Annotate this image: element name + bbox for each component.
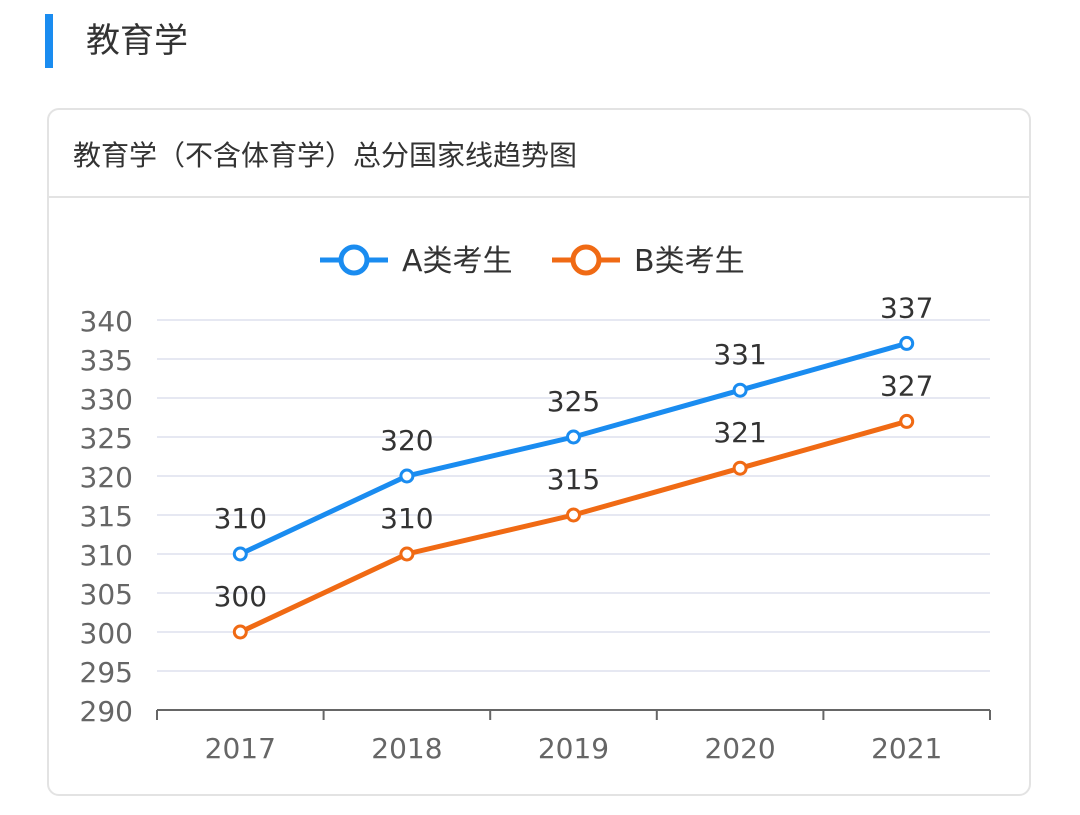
legend-label: A类考生 [402,244,513,279]
data-label: 300 [214,580,267,613]
y-tick-label: 335 [80,344,133,377]
x-tick-label: 2021 [871,732,942,765]
data-label: 310 [214,502,267,535]
y-tick-label: 325 [80,422,133,455]
series-line [239,418,908,635]
section-accent-bar [45,14,53,68]
data-label: 310 [380,502,433,535]
y-tick-label: 290 [80,695,133,728]
data-point [566,507,581,523]
legend-label: B类考生 [634,244,745,279]
data-point [399,546,415,562]
data-label: 337 [880,291,933,324]
chart-title: 教育学（不含体育学）总分国家线趋势图 [49,110,1029,198]
x-tick-label: 2019 [538,732,609,765]
data-point [899,413,915,429]
y-tick-label: 320 [80,461,133,494]
data-label: 331 [713,338,766,371]
data-point [732,460,748,476]
chart-card: 教育学（不含体育学）总分国家线趋势图 [47,108,1031,796]
y-tick-label: 315 [80,500,133,533]
data-label: 320 [380,424,433,457]
data-point [732,382,748,398]
section-title: 教育学 [86,21,188,61]
y-tick-label: 300 [80,617,133,650]
y-tick-label: 305 [80,578,133,611]
x-tick-label: 2018 [371,732,442,765]
data-point [232,624,248,640]
data-label: 327 [880,369,933,402]
data-point [566,429,581,445]
data-label: 325 [547,385,600,418]
y-tick-label: 340 [80,305,133,338]
y-tick-label: 310 [80,539,133,572]
data-label: 321 [713,416,766,449]
data-point [232,546,248,562]
data-label: 315 [547,463,600,496]
x-tick-label: 2017 [205,732,276,765]
y-tick-label: 330 [80,383,133,416]
x-tick-label: 2020 [704,732,775,765]
legend-marker [570,244,602,276]
data-point [399,468,415,484]
y-tick-label: 295 [80,656,133,689]
data-point [899,335,915,351]
legend-marker [338,244,370,276]
